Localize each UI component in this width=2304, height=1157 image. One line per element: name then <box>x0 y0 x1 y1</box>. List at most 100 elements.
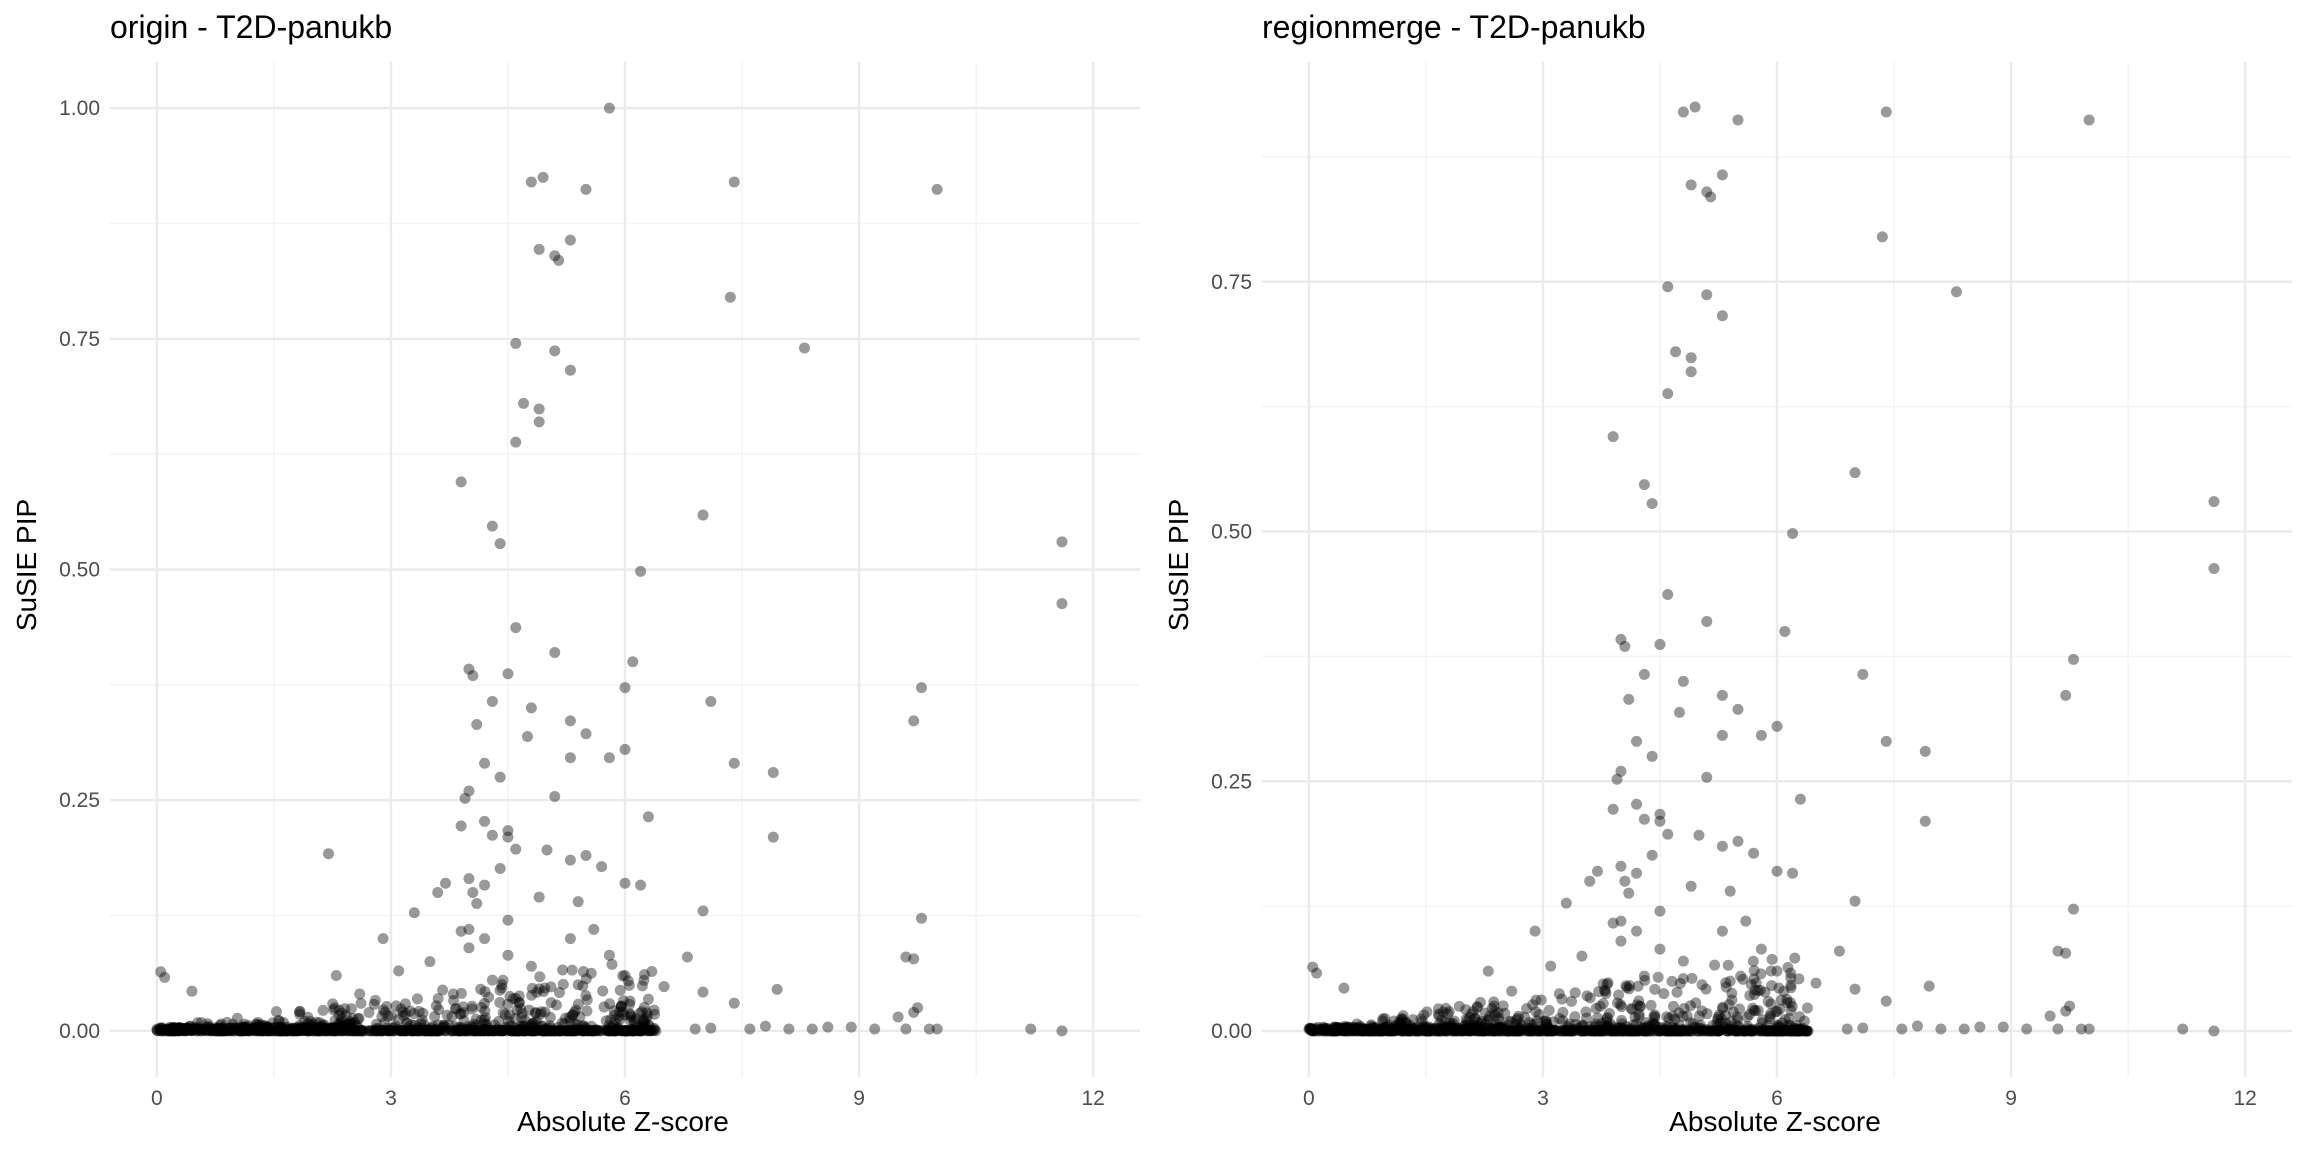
data-point-cloud <box>1315 1025 1327 1037</box>
data-point-cloud <box>1717 1002 1729 1014</box>
data-point-cloud <box>604 1014 616 1026</box>
data-point-cloud <box>577 1020 589 1032</box>
data-point-cloud <box>1669 1025 1681 1037</box>
data-point-cloud <box>604 1025 616 1037</box>
data-point-cloud <box>1503 1015 1515 1027</box>
data-point-cloud <box>257 1024 269 1036</box>
data-point-cloud <box>1569 1018 1581 1030</box>
data-point-cloud <box>570 1004 582 1016</box>
data-point-cloud <box>534 1008 546 1020</box>
data-point-cloud <box>1534 1025 1546 1037</box>
data-point-cloud <box>1463 1025 1475 1037</box>
data-point-cloud <box>1700 983 1712 995</box>
data-point-cloud <box>601 1024 613 1036</box>
data-point <box>502 831 514 843</box>
data-point-cloud <box>1493 1012 1505 1024</box>
data-point-cloud <box>1434 1024 1446 1036</box>
data-point-cloud <box>331 1023 343 1035</box>
data-point-cloud <box>585 1025 597 1037</box>
data-point-cloud <box>369 1025 381 1037</box>
data-point-cloud <box>1757 1025 1769 1037</box>
data-point-cloud <box>1745 979 1757 991</box>
data-point-cloud <box>500 1022 512 1034</box>
data-point-cloud <box>1724 1024 1736 1036</box>
data-point-cloud <box>1382 1025 1394 1037</box>
data-point <box>1599 985 1611 997</box>
data-point-cloud <box>527 1018 539 1030</box>
data-point-cloud <box>1377 1015 1389 1027</box>
data-point-cloud <box>1785 967 1797 979</box>
data-point <box>1638 813 1650 825</box>
data-point-cloud <box>1731 1011 1743 1023</box>
data-point-cloud <box>1671 1024 1683 1036</box>
data-point-cloud <box>376 1011 388 1023</box>
data-point-cloud <box>462 1021 474 1033</box>
data-point <box>564 364 576 376</box>
data-point-cloud <box>1469 1012 1481 1024</box>
data-point-cloud <box>235 1022 247 1034</box>
data-point <box>635 879 647 891</box>
data-point-cloud <box>1601 1013 1613 1025</box>
data-point-cloud <box>397 1006 409 1018</box>
data-point-cloud <box>1598 1020 1610 1032</box>
data-point-cloud <box>516 1024 528 1036</box>
data-point-cloud <box>1530 994 1542 1006</box>
data-point-cloud <box>496 1025 508 1037</box>
data-point-cloud <box>1600 1016 1612 1028</box>
data-point-cloud <box>346 1025 358 1037</box>
data-point-cloud <box>181 1022 193 1034</box>
data-point-cloud <box>1447 1017 1459 1029</box>
data-point-cloud <box>1399 1022 1411 1034</box>
data-point <box>1685 366 1697 378</box>
data-point-cloud <box>1615 1022 1627 1034</box>
data-point-cloud <box>1589 1021 1601 1033</box>
data-point-cloud <box>1786 1025 1798 1037</box>
data-point-cloud <box>1420 1021 1432 1033</box>
data-point-cloud <box>1696 979 1708 991</box>
data-point-cloud <box>1519 1011 1531 1023</box>
data-point-cloud <box>1553 988 1565 1000</box>
data-point-cloud <box>475 1025 487 1037</box>
data-point-cloud <box>1643 1025 1655 1037</box>
data-point-cloud <box>624 998 636 1010</box>
data-point <box>1592 865 1604 877</box>
data-point-cloud <box>1730 1025 1742 1037</box>
data-point-cloud <box>1512 1012 1524 1024</box>
data-point-cloud <box>1779 1025 1791 1037</box>
data-point-cloud <box>1440 1025 1452 1037</box>
data-point-cloud <box>524 1019 536 1031</box>
data-point-cloud <box>496 982 508 994</box>
data-point-cloud <box>1670 1024 1682 1036</box>
data-point-cloud <box>1540 1025 1552 1037</box>
data-point-cloud <box>505 1025 517 1037</box>
data-point-cloud <box>236 1025 248 1037</box>
data-point-cloud <box>1367 1022 1379 1034</box>
data-point-cloud <box>223 1023 235 1035</box>
data-point-cloud <box>511 1025 523 1037</box>
data-point <box>705 1022 717 1034</box>
data-point-cloud <box>534 971 546 983</box>
data-point-cloud <box>1640 1025 1652 1037</box>
data-point-cloud <box>513 990 525 1002</box>
data-point <box>923 1023 935 1035</box>
data-point-cloud <box>1704 1025 1716 1037</box>
data-point-cloud <box>1737 1025 1749 1037</box>
data-point-cloud <box>202 1018 214 1030</box>
data-point-cloud <box>535 1020 547 1032</box>
data-point-cloud <box>1620 1025 1632 1037</box>
data-point-cloud <box>626 1023 638 1035</box>
data-point-cloud <box>635 1025 647 1037</box>
data-point-cloud <box>460 1025 472 1037</box>
data-point-cloud <box>454 1023 466 1035</box>
data-point-cloud <box>1801 1025 1813 1037</box>
data-point-cloud <box>306 1021 318 1033</box>
data-point-cloud <box>1662 1025 1674 1037</box>
panel-origin-y-ticks: 0.000.250.500.751.00 <box>59 97 100 1043</box>
data-point-cloud <box>231 1023 243 1035</box>
data-point-cloud <box>1484 1010 1496 1022</box>
data-point-cloud <box>1620 980 1632 992</box>
data-point-cloud <box>1492 1007 1504 1019</box>
data-point-cloud <box>318 1024 330 1036</box>
data-point-cloud <box>612 1024 624 1036</box>
data-point-cloud <box>1362 1023 1374 1035</box>
